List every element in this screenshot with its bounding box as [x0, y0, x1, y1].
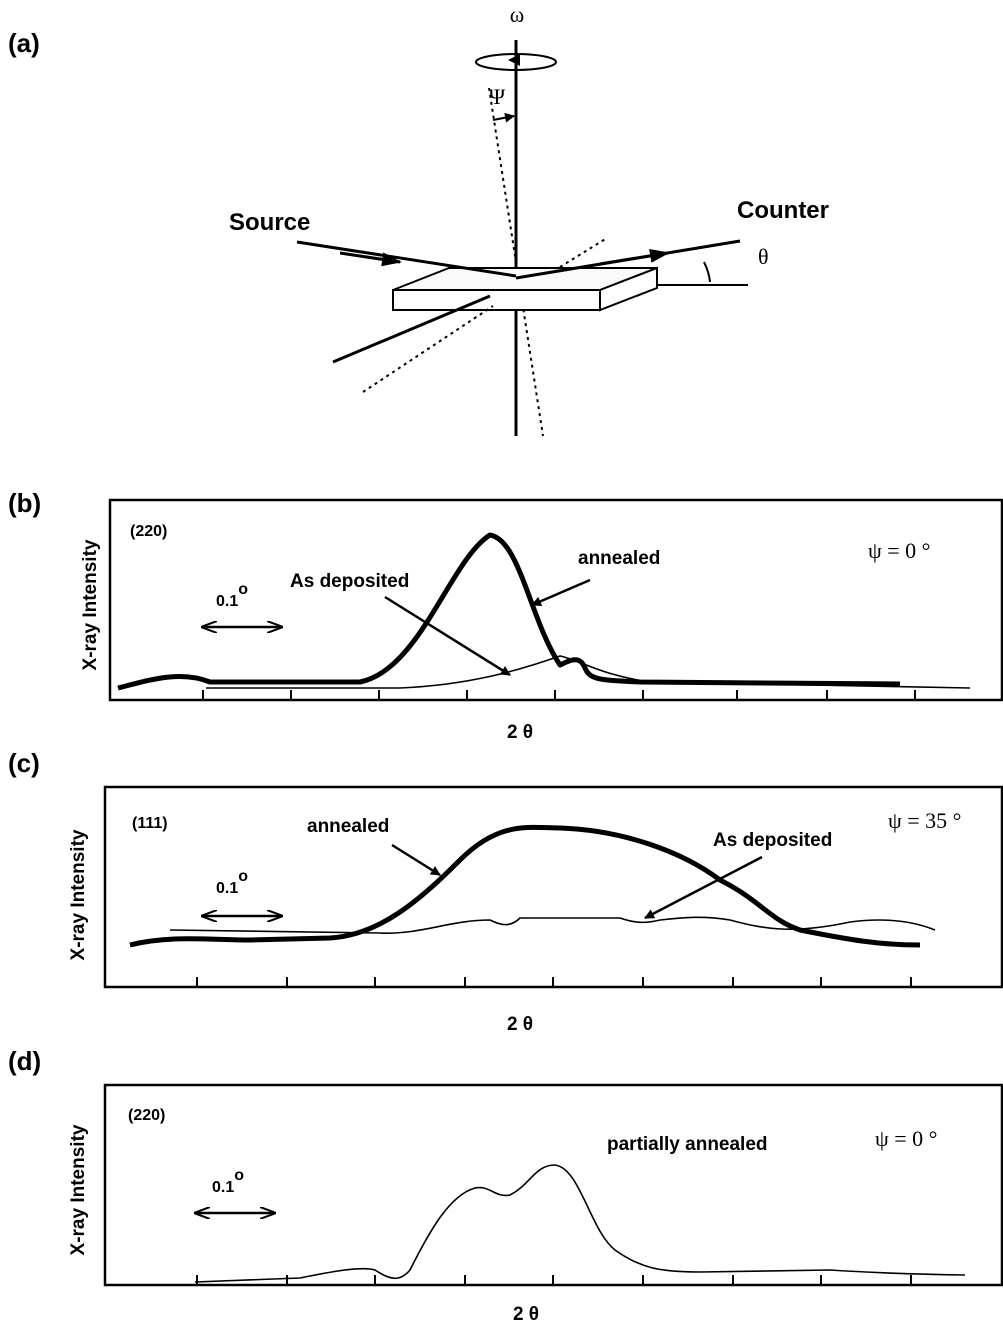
source-label: Source — [229, 209, 310, 236]
scale-label: 0.1o — [216, 868, 248, 897]
plot-frame — [103, 785, 1003, 989]
annotation-arrow — [644, 855, 763, 920]
panel-label: (d) — [8, 1046, 41, 1076]
annotation-arrow — [384, 595, 511, 677]
sample-side — [599, 266, 658, 312]
annotation: As deposited — [290, 571, 409, 592]
x-axis-label: 2 θ — [507, 1014, 533, 1035]
annotation-arrow — [391, 843, 441, 877]
plot-frame — [103, 1083, 1003, 1287]
theta-arc — [703, 261, 711, 283]
x-axis-label: 2 θ — [507, 722, 533, 743]
omega-label: ω — [510, 2, 524, 27]
annotation-arrow — [531, 578, 591, 607]
theta-label: θ — [758, 244, 769, 269]
normal-line — [332, 294, 491, 364]
panel-b: (b) X-ray Intensity 2 θ (220) ψ = 0 ° 0.… — [8, 488, 1003, 743]
psi-label: Ψ — [489, 84, 506, 109]
degree-sign: o — [238, 581, 248, 598]
scale-value: 0.1 — [216, 880, 238, 897]
annealed-curve — [117, 532, 901, 691]
psi-label: ψ = 0 ° — [875, 1126, 937, 1151]
plot-frame — [108, 498, 1003, 702]
psi-label: ψ = 35 ° — [888, 808, 961, 833]
tick-marks — [202, 690, 916, 700]
psi-label: ψ = 0 ° — [868, 538, 930, 563]
counter-label: Counter — [737, 197, 829, 224]
degree-sign: o — [234, 1167, 244, 1184]
tick-marks — [196, 1275, 912, 1285]
panel-label: (c) — [8, 748, 40, 778]
rotation-arrow — [508, 54, 520, 66]
beam-arrow — [339, 251, 402, 267]
tilted-normal — [362, 305, 494, 393]
x-axis-label: 2 θ — [513, 1304, 539, 1325]
annotation: annealed — [307, 816, 389, 837]
panel-d: (d) X-ray Intensity 2 θ (220) ψ = 0 ° 0.… — [8, 1046, 1003, 1325]
beam-arrow — [599, 248, 670, 266]
y-axis-label: X-ray Intensity — [68, 829, 89, 960]
y-axis-label: X-ray Intensity — [80, 539, 101, 670]
y-axis-label: X-ray Intensity — [68, 1124, 89, 1255]
tilted-axis — [488, 87, 544, 437]
annotation: annealed — [578, 548, 660, 569]
annealed-curve — [129, 824, 921, 948]
panel-label: (b) — [8, 488, 41, 518]
plane-label: (220) — [128, 1107, 165, 1124]
as-deposited-curve — [169, 916, 936, 934]
scale-label: 0.1o — [216, 581, 248, 610]
rotation-ellipse — [475, 53, 557, 71]
partially-annealed-curve — [194, 1164, 966, 1283]
plane-label: (220) — [130, 523, 167, 540]
scale-value: 0.1 — [216, 593, 238, 610]
incident-beam — [296, 240, 517, 278]
panel-label: (a) — [8, 28, 40, 58]
annotation: partially annealed — [607, 1134, 768, 1155]
plane-label: (111) — [132, 815, 168, 832]
panel-c: (c) X-ray Intensity 2 θ (111) ψ = 35 ° 0… — [8, 748, 1003, 1035]
psi-arrow — [492, 112, 515, 123]
scale-label: 0.1o — [212, 1167, 244, 1196]
degree-sign: o — [238, 868, 248, 885]
scale-value: 0.1 — [212, 1179, 234, 1196]
sample-front — [392, 289, 601, 311]
tick-marks — [196, 977, 912, 987]
diagram: (a) ω Ψ Source Counter θ — [8, 2, 829, 437]
tilted-normal — [559, 237, 608, 268]
annotation: As deposited — [713, 830, 832, 851]
